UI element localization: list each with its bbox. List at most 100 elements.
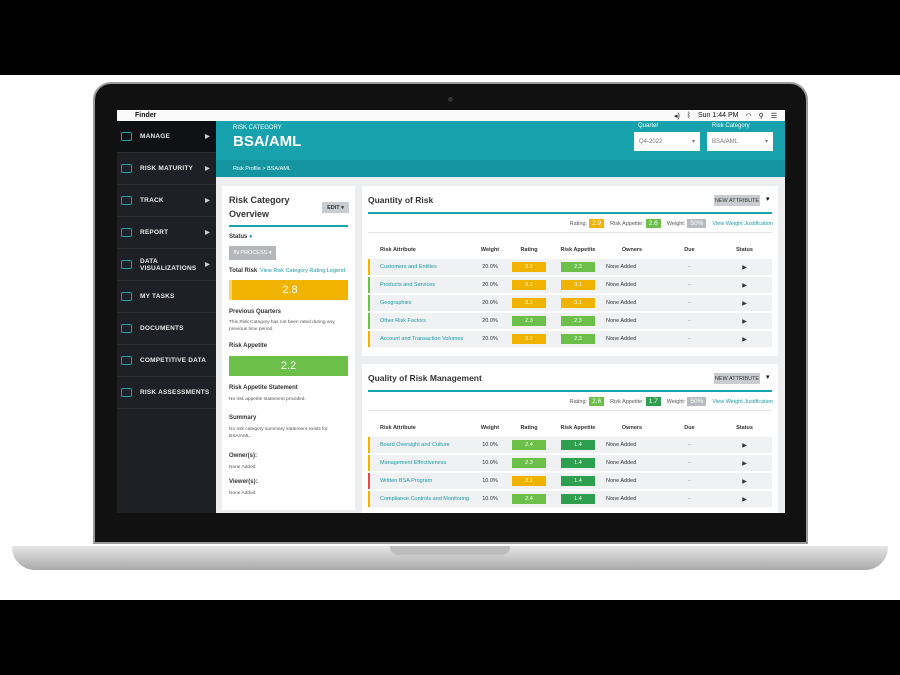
new-attribute-button[interactable]: NEW ATTRIBUTE xyxy=(714,373,760,384)
rating-cell: 3.1 xyxy=(504,331,554,347)
nav-icon xyxy=(121,228,132,237)
new-attribute-button[interactable]: NEW ATTRIBUTE xyxy=(714,195,760,206)
weight-justification-link[interactable]: View Weight Justification xyxy=(712,220,773,227)
column-header: Status xyxy=(736,247,753,253)
sidebar-item-report[interactable]: REPORT ▶ xyxy=(117,217,216,249)
status-play-icon[interactable]: ▶ xyxy=(717,259,772,275)
quarter-select[interactable]: Q4-2022 ▾ xyxy=(634,132,700,151)
section-title: Quality of Risk Management xyxy=(368,373,482,383)
appetite-pill: 3.1 xyxy=(561,298,595,308)
quarter-value: Q4-2022 xyxy=(639,138,663,145)
risk-attribute-link[interactable]: Geographies xyxy=(368,295,476,311)
sidebar-item-competitive-data[interactable]: COMPETITIVE DATA xyxy=(117,345,216,377)
risk-attribute-link[interactable]: Written BSA Program xyxy=(368,473,476,489)
breadcrumb[interactable]: Risk Profile > BSA/AML xyxy=(216,160,785,177)
column-header: Risk Appetite xyxy=(560,425,596,431)
status-play-icon[interactable]: ▶ xyxy=(717,295,772,311)
rating-pill: 2.3 xyxy=(512,316,546,326)
volume-icon[interactable]: ◂) xyxy=(673,112,680,120)
table-row: Management Effectiveness 10.0% 2.3 1.4 N… xyxy=(368,455,772,471)
clock[interactable]: Sun 1:44 PM xyxy=(698,111,739,119)
weight-cell: 10.0% xyxy=(476,473,504,489)
risk-attribute-link[interactable]: Customers and Entities xyxy=(368,259,476,275)
previous-quarters-label: Previous Quarters xyxy=(229,309,282,315)
table-row: Board Oversight and Culture 10.0% 2.4 1.… xyxy=(368,437,772,453)
risk-attribute-link[interactable]: Board Oversight and Culture xyxy=(368,437,476,453)
risk-attribute-link[interactable]: Account and Transaction Volumes xyxy=(368,331,476,347)
viewers-label: Viewer(s): xyxy=(229,479,258,485)
page-subtitle: RISK CATEGORY xyxy=(233,125,282,131)
status-play-icon[interactable]: ▶ xyxy=(717,473,772,489)
column-header: Due xyxy=(684,425,695,431)
divider xyxy=(368,410,772,411)
status-play-icon[interactable]: ▶ xyxy=(717,491,772,507)
due-cell: -- xyxy=(662,437,717,453)
caret-down-icon[interactable]: ▾ xyxy=(766,374,770,381)
rating-cell: 2.3 xyxy=(504,455,554,471)
rating-pill: 2.3 xyxy=(512,458,546,468)
sidebar-item-label: TRACK xyxy=(140,197,164,204)
table-row: Geographies 20.0% 3.1 3.1 None Added -- … xyxy=(368,295,772,311)
rating-cell: 3.1 xyxy=(504,277,554,293)
bluetooth-icon[interactable]: ᛒ xyxy=(686,111,691,119)
column-header: Weight xyxy=(480,425,500,431)
column-header: Owners xyxy=(621,247,643,253)
sidebar-item-track[interactable]: TRACK ▶ xyxy=(117,185,216,217)
sidebar-item-risk-maturity[interactable]: RISK MATURITY ▶ xyxy=(117,153,216,185)
rating-pill: 3.1 xyxy=(512,476,546,486)
owners-cell: None Added xyxy=(602,313,662,329)
appetite-label: Risk Appetite: xyxy=(610,398,644,405)
status-play-icon[interactable]: ▶ xyxy=(717,331,772,347)
appetite-pill: 2.3 xyxy=(561,262,595,272)
due-cell: -- xyxy=(662,455,717,471)
status-play-icon[interactable]: ▶ xyxy=(717,277,772,293)
nav-icon xyxy=(121,356,132,365)
spotlight-icon[interactable]: ⚲ xyxy=(758,112,764,120)
info-icon[interactable]: ● xyxy=(249,234,253,240)
weight-justification-link[interactable]: View Weight Justification xyxy=(712,398,773,405)
sidebar-item-risk-assessments[interactable]: RISK ASSESSMENTS xyxy=(117,377,216,409)
mac-menubar: Finder ◂) ᛒ Sun 1:44 PM ◠ ⚲ ☰ xyxy=(117,110,785,121)
chevron-down-icon: ▾ xyxy=(691,139,695,145)
rating-cell: 3.1 xyxy=(504,295,554,311)
status-play-icon[interactable]: ▶ xyxy=(717,455,772,471)
category-select[interactable]: BSA/AML ▾ xyxy=(707,132,773,151)
section-quantity-of-risk: Quantity of Risk NEW ATTRIBUTE ▾ Rating:… xyxy=(362,186,778,356)
screen: Finder ◂) ᛒ Sun 1:44 PM ◠ ⚲ ☰ MANAGE ▶ RIS… xyxy=(117,110,785,513)
risk-attribute-link[interactable]: Other Risk Factors xyxy=(368,313,476,329)
appetite-cell: 2.3 xyxy=(554,259,602,275)
sidebar-item-label: RISK MATURITY xyxy=(140,165,194,172)
rating-pill: 2.4 xyxy=(512,440,546,450)
status-label: Status ● xyxy=(229,234,253,240)
sidebar-item-documents[interactable]: DOCUMENTS xyxy=(117,313,216,345)
risk-attribute-link[interactable]: Products and Services xyxy=(368,277,476,293)
risk-attribute-link[interactable]: Management Effectiveness xyxy=(368,455,476,471)
status-play-icon[interactable]: ▶ xyxy=(717,313,772,329)
rating-cell: 2.4 xyxy=(504,491,554,507)
risk-attribute-link[interactable]: Compliance Controls and Monitoring xyxy=(368,491,476,507)
sidebar-item-my-tasks[interactable]: MY TASKS xyxy=(117,281,216,313)
table-row: Account and Transaction Volumes 20.0% 3.… xyxy=(368,331,772,347)
sidebar: MANAGE ▶ RISK MATURITY ▶ TRACK ▶ REPORT ▶ DATA V… xyxy=(117,121,216,513)
sidebar-item-manage[interactable]: MANAGE ▶ xyxy=(117,121,216,153)
chevron-right-icon: ▶ xyxy=(205,262,210,268)
total-risk-label: Total Risk xyxy=(229,268,258,274)
appetite-cell: 3.1 xyxy=(554,295,602,311)
status-play-icon[interactable]: ▶ xyxy=(717,437,772,453)
rating-legend-link[interactable]: View Risk Category Rating Legend xyxy=(260,268,346,274)
total-risk-bar: 2.8 xyxy=(229,280,348,300)
menubar-app[interactable]: Finder xyxy=(135,112,157,119)
sidebar-item-data-visualizations[interactable]: DATA VISUALIZATIONS ▶ xyxy=(117,249,216,281)
menu-list-icon[interactable]: ☰ xyxy=(770,112,777,120)
caret-down-icon[interactable]: ▾ xyxy=(766,196,770,203)
owners-cell: None Added xyxy=(602,277,662,293)
status-dropdown[interactable]: IN PROCESS ▾ xyxy=(229,246,276,260)
due-cell: -- xyxy=(662,473,717,489)
wifi-icon[interactable]: ◠ xyxy=(745,112,752,120)
nav-icon xyxy=(121,132,132,141)
section-summary: Rating: 2.9 Risk Appetite: 2.6 Weight: 50% … xyxy=(570,219,773,228)
edit-button[interactable]: EDIT ▾ xyxy=(322,202,349,213)
column-header: Rating xyxy=(520,247,538,253)
appetite-statement-text: No risk appetite statement provided. xyxy=(229,397,306,402)
due-cell: -- xyxy=(662,277,717,293)
